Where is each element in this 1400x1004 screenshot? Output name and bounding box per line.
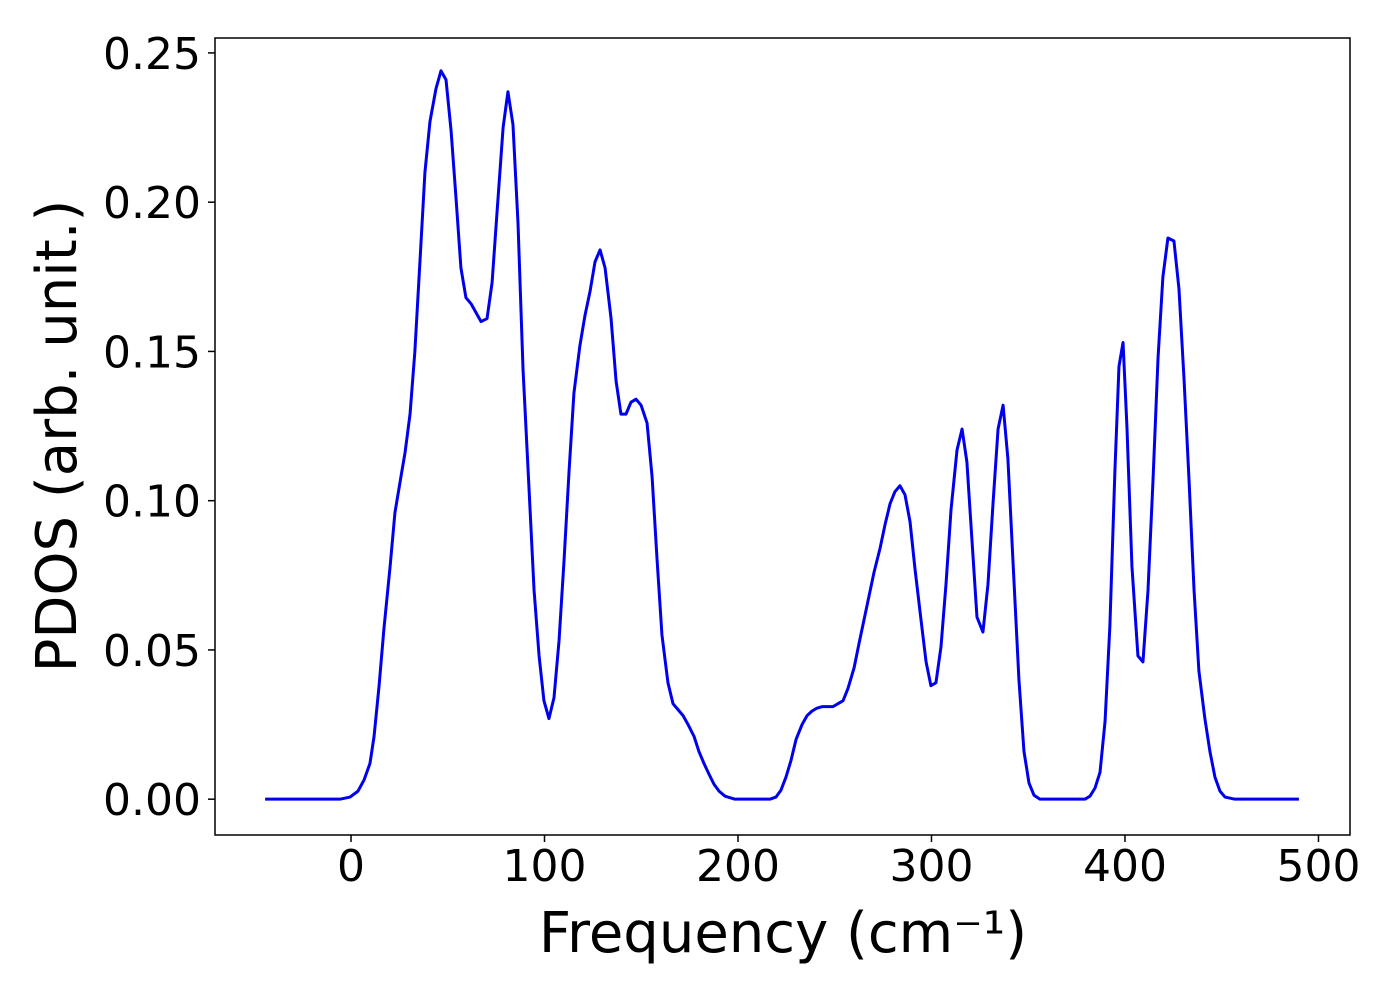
x-tick-label: 200 xyxy=(696,841,780,892)
data-line xyxy=(265,69,1299,801)
plot-frame xyxy=(214,37,1351,836)
y-tick-label: 0.15 xyxy=(103,327,201,378)
y-axis-label: PDOS (arb. unit.) xyxy=(25,200,90,673)
x-tick-label: 300 xyxy=(889,841,973,892)
y-tick-label: 0.10 xyxy=(103,477,201,528)
x-tick-label: 400 xyxy=(1083,841,1167,892)
x-axis-label: Frequency (cm⁻¹) xyxy=(539,901,1027,966)
y-tick-label: 0.05 xyxy=(103,626,201,677)
x-tick-label: 0 xyxy=(337,841,365,892)
y-tick-label: 0.00 xyxy=(103,775,201,826)
y-tick-label: 0.25 xyxy=(103,29,201,80)
y-tick-label: 0.20 xyxy=(103,178,201,229)
x-tick-label: 100 xyxy=(503,841,587,892)
x-tick-label: 500 xyxy=(1276,841,1360,892)
